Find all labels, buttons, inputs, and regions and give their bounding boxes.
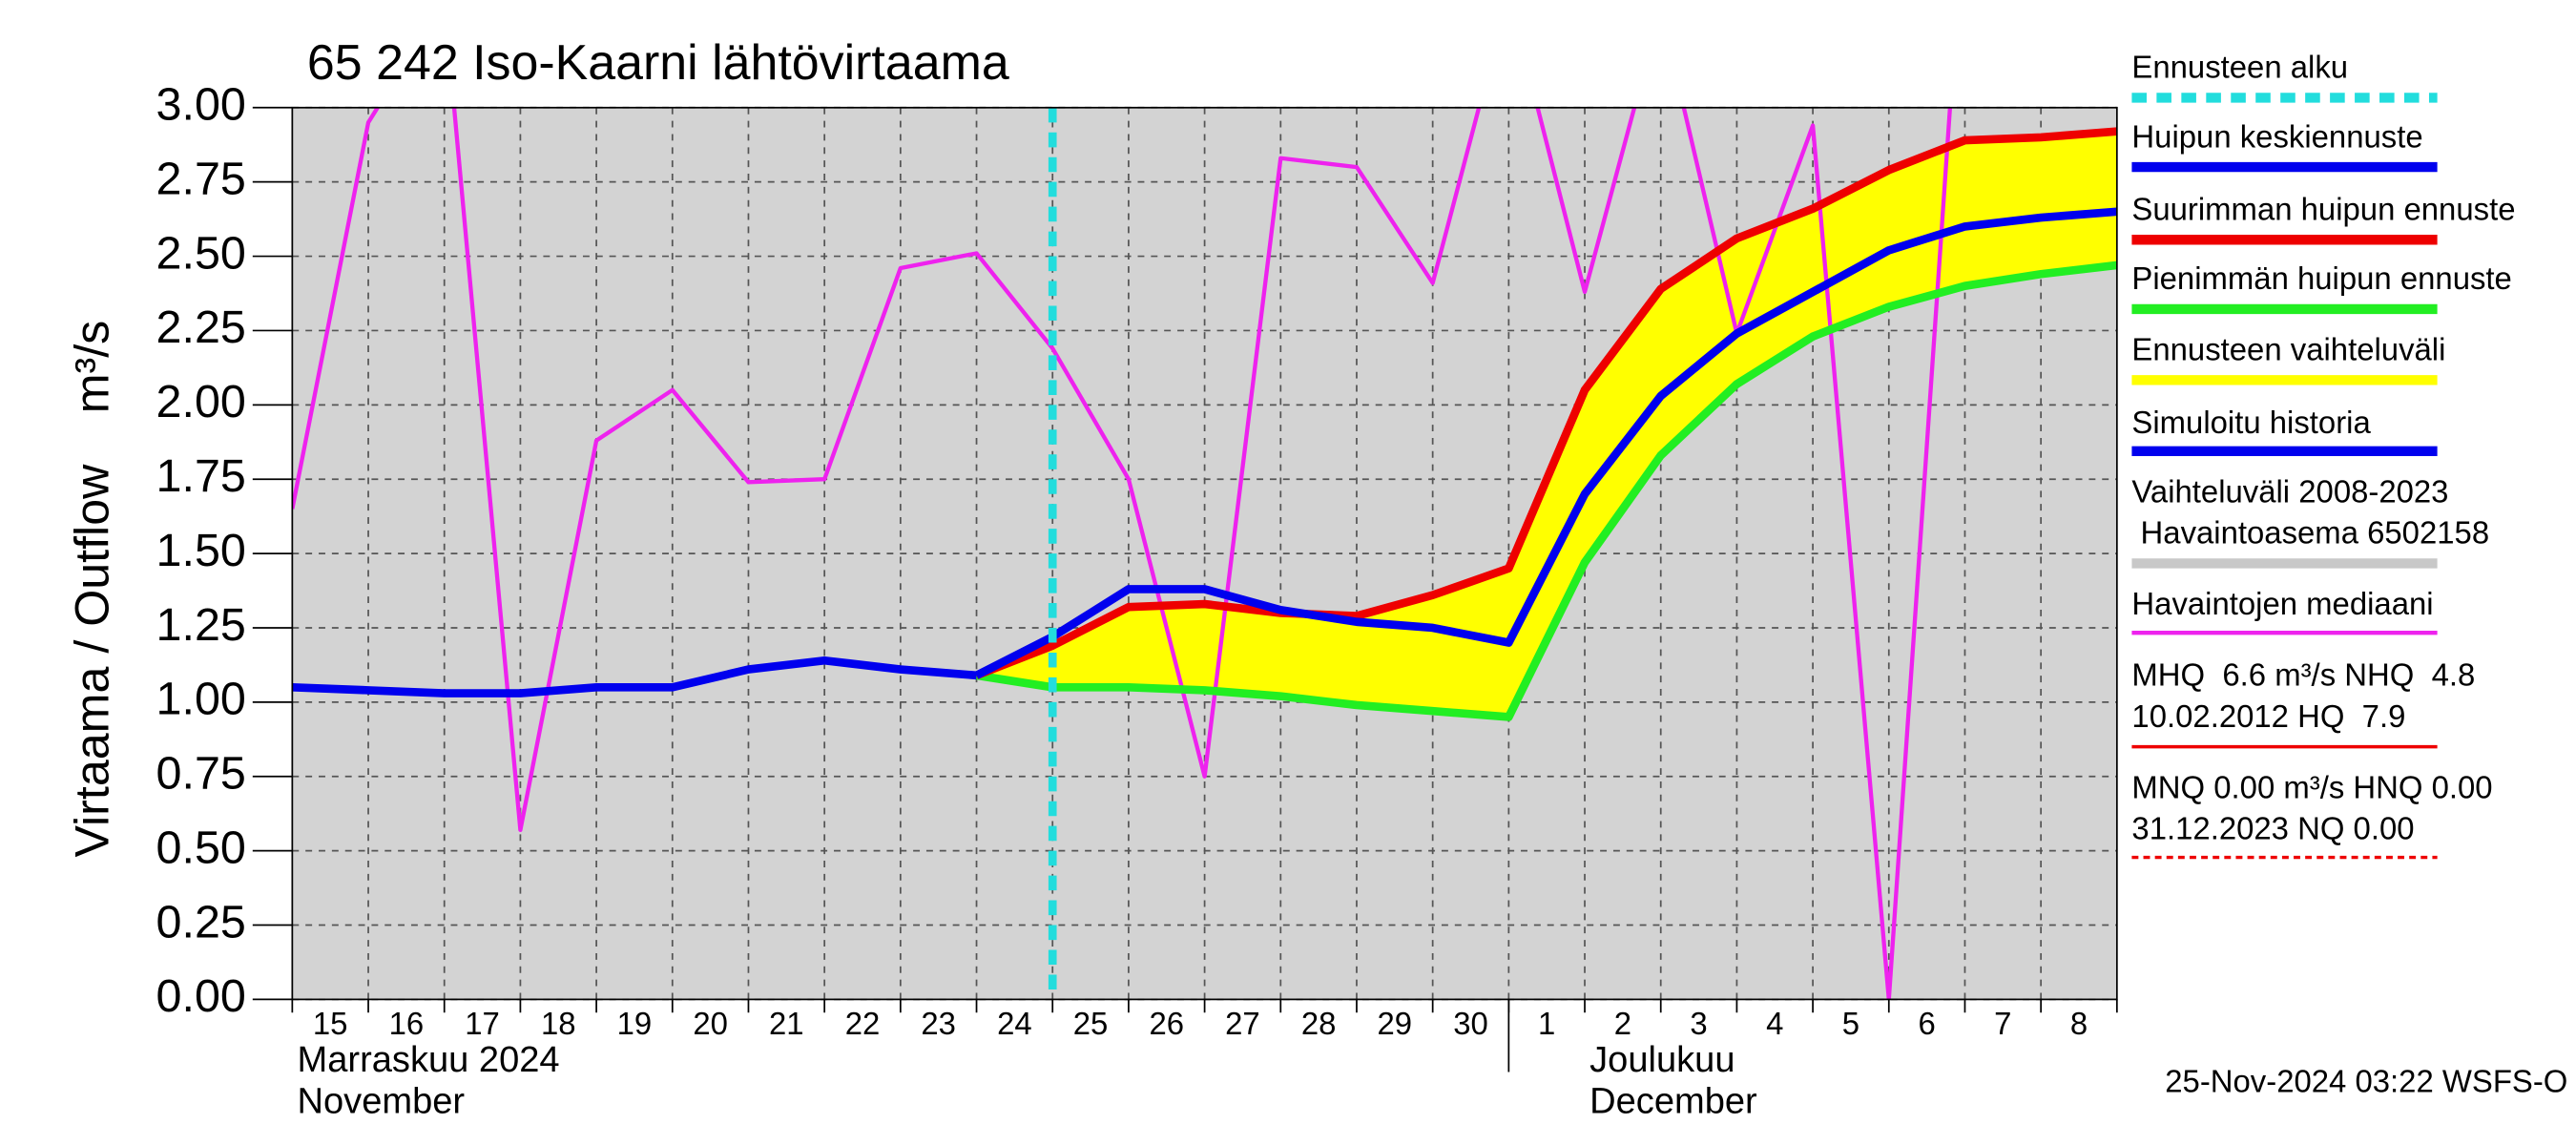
month-label: Marraskuu 2024 bbox=[298, 1040, 560, 1080]
x-tick-label: 27 bbox=[1225, 1006, 1260, 1041]
series-line bbox=[292, 656, 977, 697]
x-tick-label: 30 bbox=[1453, 1006, 1488, 1041]
y-tick-label: 1.00 bbox=[156, 674, 246, 725]
x-tick-label: 26 bbox=[1149, 1006, 1184, 1041]
x-tick-label: 17 bbox=[465, 1006, 500, 1041]
x-tick-label: 15 bbox=[313, 1006, 348, 1041]
y-tick-label: 2.75 bbox=[156, 153, 246, 204]
x-tick-label: 29 bbox=[1378, 1006, 1413, 1041]
y-tick-label: 3.00 bbox=[156, 79, 246, 131]
legend-label: Suurimman huipun ennuste bbox=[2131, 192, 2515, 227]
x-tick-label: 19 bbox=[617, 1006, 653, 1041]
x-tick-label: 5 bbox=[1842, 1006, 1859, 1041]
x-tick-label: 3 bbox=[1690, 1006, 1707, 1041]
y-tick-label: 2.00 bbox=[156, 376, 246, 427]
legend-label: 10.02.2012 HQ 7.9 bbox=[2131, 698, 2405, 734]
x-tick-label: 28 bbox=[1301, 1006, 1337, 1041]
x-tick-label: 23 bbox=[921, 1006, 956, 1041]
legend-label: Huipun keskiennuste bbox=[2131, 118, 2422, 154]
x-tick-label: 2 bbox=[1614, 1006, 1631, 1041]
series-line bbox=[292, 107, 1953, 1000]
x-tick-label: 4 bbox=[1766, 1006, 1783, 1041]
y-tick-label: 0.25 bbox=[156, 896, 246, 947]
x-tick-label: 16 bbox=[389, 1006, 425, 1041]
legend-label: MNQ 0.00 m³/s HNQ 0.00 bbox=[2131, 769, 2492, 804]
series-line bbox=[974, 207, 2117, 679]
y-tick-label: 2.50 bbox=[156, 227, 246, 279]
y-tick-label: 2.25 bbox=[156, 302, 246, 353]
x-tick-label: 1 bbox=[1538, 1006, 1555, 1041]
y-tick-label: 0.00 bbox=[156, 970, 246, 1022]
footer: 25-Nov-2024 03:22 WSFS-O bbox=[2165, 1063, 2567, 1098]
x-tick-label: 7 bbox=[1994, 1006, 2011, 1041]
x-tick-label: 21 bbox=[769, 1006, 804, 1041]
legend-label: MHQ 6.6 m³/s NHQ 4.8 bbox=[2131, 657, 2475, 693]
plot-clip bbox=[292, 107, 2117, 1000]
x-tick-label: 25 bbox=[1073, 1006, 1109, 1041]
chart-title: 65 242 Iso-Kaarni lähtövirtaama bbox=[307, 35, 1009, 91]
month-label: December bbox=[1589, 1082, 1757, 1122]
y-tick-label: 1.75 bbox=[156, 450, 246, 502]
month-label: Joulukuu bbox=[1589, 1040, 1735, 1080]
legend-label: 31.12.2023 NQ 0.00 bbox=[2131, 811, 2414, 846]
x-tick-label: 22 bbox=[845, 1006, 881, 1041]
legend-label: Havaintojen mediaani bbox=[2131, 586, 2433, 621]
legend-label: Simuloitu historia bbox=[2131, 405, 2371, 440]
series-line bbox=[974, 127, 2117, 679]
plot-frame bbox=[291, 106, 2118, 1001]
x-tick-label: 18 bbox=[541, 1006, 576, 1041]
legend-label: Ennusteen alku bbox=[2131, 50, 2348, 85]
month-label: November bbox=[298, 1082, 466, 1122]
legend-label: Havaintoasema 6502158 bbox=[2131, 515, 2489, 551]
x-tick-label: 6 bbox=[1918, 1006, 1935, 1041]
x-tick-label: 24 bbox=[997, 1006, 1032, 1041]
x-tick-label: 8 bbox=[2070, 1006, 2088, 1041]
x-tick-label: 20 bbox=[693, 1006, 728, 1041]
y-tick-label: 0.75 bbox=[156, 748, 246, 800]
y-tick-label: 1.25 bbox=[156, 599, 246, 651]
legend-label: Ennusteen vaihteluväli bbox=[2131, 332, 2445, 367]
y-tick-label: 1.50 bbox=[156, 525, 246, 576]
legend-label: Vaihteluväli 2008-2023 bbox=[2131, 473, 2448, 509]
y-axis-label: Virtaama / Outflow bbox=[66, 464, 119, 858]
series-line bbox=[975, 260, 2117, 721]
legend-label: Pienimmän huipun ennuste bbox=[2131, 260, 2511, 296]
y-tick-label: 0.50 bbox=[156, 822, 246, 873]
y-axis-unit: m³/s bbox=[66, 321, 119, 414]
